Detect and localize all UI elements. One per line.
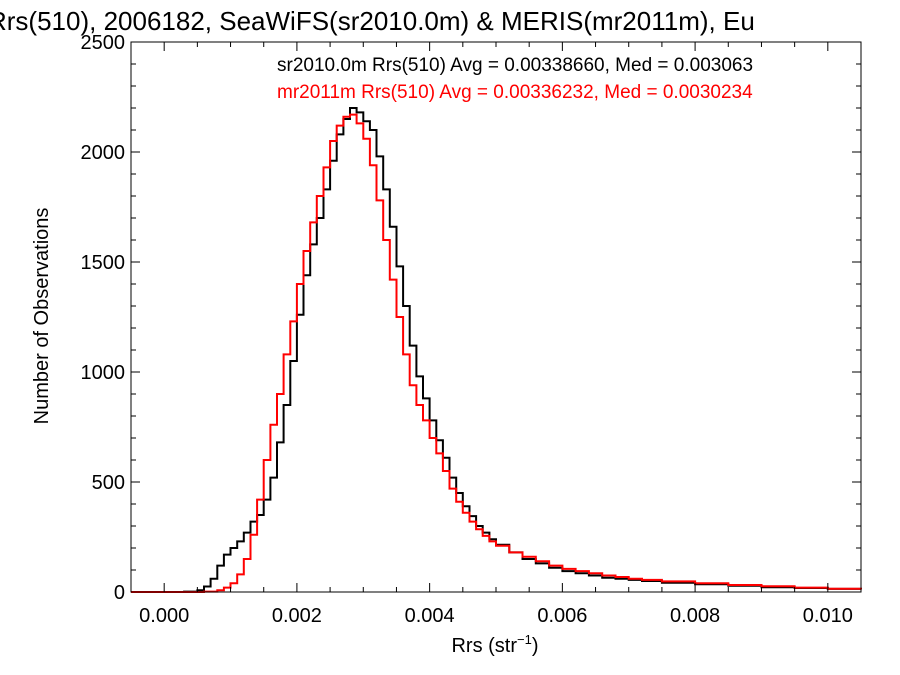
legend-entry-sr2010: sr2010.0m Rrs(510) Avg = 0.00338660, Med…: [277, 55, 753, 76]
x-axis-label-superscript: −1: [517, 632, 532, 647]
legend-entry-mr2011: mr2011m Rrs(510) Avg = 0.00336232, Med =…: [277, 82, 753, 103]
series-layer: [131, 107, 862, 593]
y-axis-label: Number of Observations: [31, 208, 53, 425]
axes-layer: 0.000 0.002 0.004 0.006 0.008 0.010 0 500 1000 15…: [81, 32, 862, 627]
y-tick-label: 1000: [81, 362, 126, 384]
x-axis-label: Rrs (str−1): [451, 632, 538, 657]
x-tick-label: 0.000: [139, 605, 189, 627]
series-line-2: [131, 113, 862, 593]
x-tick-label: 0.008: [670, 605, 720, 627]
series-line-1: [131, 107, 862, 593]
y-tick-label: 0: [114, 582, 125, 604]
x-tick-label: 0.010: [803, 605, 853, 627]
y-tick-label: 1500: [81, 252, 126, 274]
y-tick-label: 2000: [81, 142, 126, 164]
x-axis-label-main: Rrs (str: [451, 635, 517, 657]
chart-title: Rrs(510), 2006182, SeaWiFS(sr2010.0m) & …: [0, 6, 755, 36]
plot-area: 0.000 0.002 0.004 0.006 0.008 0.010 0 500 1000 15…: [81, 32, 862, 627]
plot-frame: [130, 41, 862, 593]
x-tick-label: 0.002: [272, 605, 322, 627]
x-tick-label: 0.006: [537, 605, 587, 627]
x-axis-label-close: ): [532, 635, 539, 657]
y-tick-label: 500: [92, 472, 125, 494]
y-tick-label: 2500: [81, 32, 126, 54]
x-tick-label: 0.004: [405, 605, 455, 627]
